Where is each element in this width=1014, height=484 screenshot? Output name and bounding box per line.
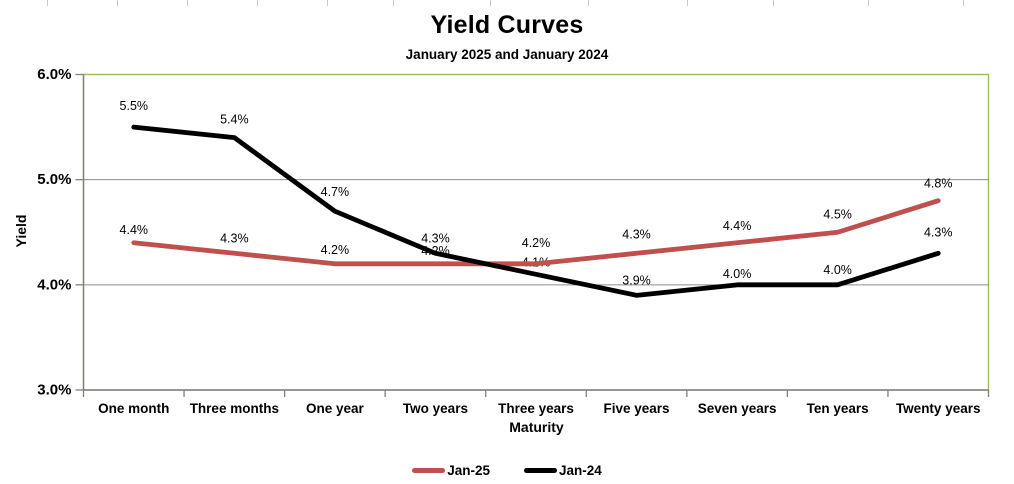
legend-line-sample-jan-25 <box>412 467 446 473</box>
data-label-jan-25: 4.3% <box>220 231 249 245</box>
data-label-jan-24: 5.4% <box>220 113 249 127</box>
x-tick-label: Twenty years <box>896 401 981 416</box>
x-tick-label: Ten years <box>807 401 869 416</box>
x-tick-label: Three years <box>498 401 574 416</box>
y-axis-title: Yield <box>13 214 29 248</box>
x-tick-label: Three months <box>190 401 279 416</box>
data-label-jan-24: 4.3% <box>421 231 450 245</box>
x-axis-title: Maturity <box>509 419 564 435</box>
spreadsheet-gridline <box>588 0 589 6</box>
x-tick-label: Five years <box>604 401 670 416</box>
legend-item-jan-24: Jan-24 <box>524 463 602 478</box>
x-tick-label: Two years <box>403 401 468 416</box>
spreadsheet-gridline <box>187 0 188 6</box>
chart-title: Yield Curves <box>430 11 584 39</box>
chart-legend: Jan-25 Jan-24 <box>0 459 1014 481</box>
data-label-jan-24: 3.9% <box>622 273 651 287</box>
y-tick-label: 5.0% <box>37 171 71 188</box>
spreadsheet-gridline <box>963 0 964 6</box>
legend-label-jan-25: Jan-25 <box>447 462 490 478</box>
legend-item-jan-25: Jan-25 <box>412 463 490 478</box>
data-label-jan-24: 4.0% <box>823 263 852 277</box>
spreadsheet-gridline <box>687 0 688 6</box>
legend-line-sample-jan-24 <box>524 467 557 473</box>
spreadsheet-gridline <box>327 0 328 6</box>
data-label-jan-25: 4.3% <box>622 227 651 241</box>
chart-subtitle: January 2025 and January 2024 <box>405 47 609 62</box>
series-line-jan-24 <box>131 124 941 298</box>
legend-label-jan-24: Jan-24 <box>559 462 602 478</box>
data-label-jan-25: 4.8% <box>924 177 953 191</box>
data-label-jan-24: 4.3% <box>924 225 953 239</box>
spreadsheet-gridline <box>868 0 869 6</box>
x-tick-label: One month <box>98 401 169 416</box>
spreadsheet-gridline <box>117 0 118 6</box>
spreadsheet-gridline <box>257 0 258 6</box>
spreadsheet-gridline <box>773 0 774 6</box>
data-label-jan-25: 4.4% <box>723 219 752 233</box>
data-label-jan-24: 4.0% <box>723 267 752 281</box>
data-label-jan-25: 4.5% <box>823 207 852 221</box>
spreadsheet-gridline <box>47 0 48 6</box>
x-tick-label: One year <box>306 401 365 416</box>
data-label-jan-25: 4.2% <box>321 243 350 257</box>
spreadsheet-gridline <box>393 0 394 6</box>
spreadsheet-gridline <box>490 0 491 6</box>
data-label-jan-24: 4.7% <box>321 185 350 199</box>
y-tick-label: 3.0% <box>37 382 71 399</box>
x-tick-label: Seven years <box>698 401 777 416</box>
data-label-jan-25: 4.4% <box>120 223 149 237</box>
y-tick-label: 4.0% <box>37 276 71 293</box>
data-label-jan-24: 5.5% <box>120 99 149 113</box>
y-tick-label: 6.0% <box>37 66 71 83</box>
data-label-jan-25: 4.2% <box>522 236 551 250</box>
series-line-jan-25 <box>131 198 941 267</box>
